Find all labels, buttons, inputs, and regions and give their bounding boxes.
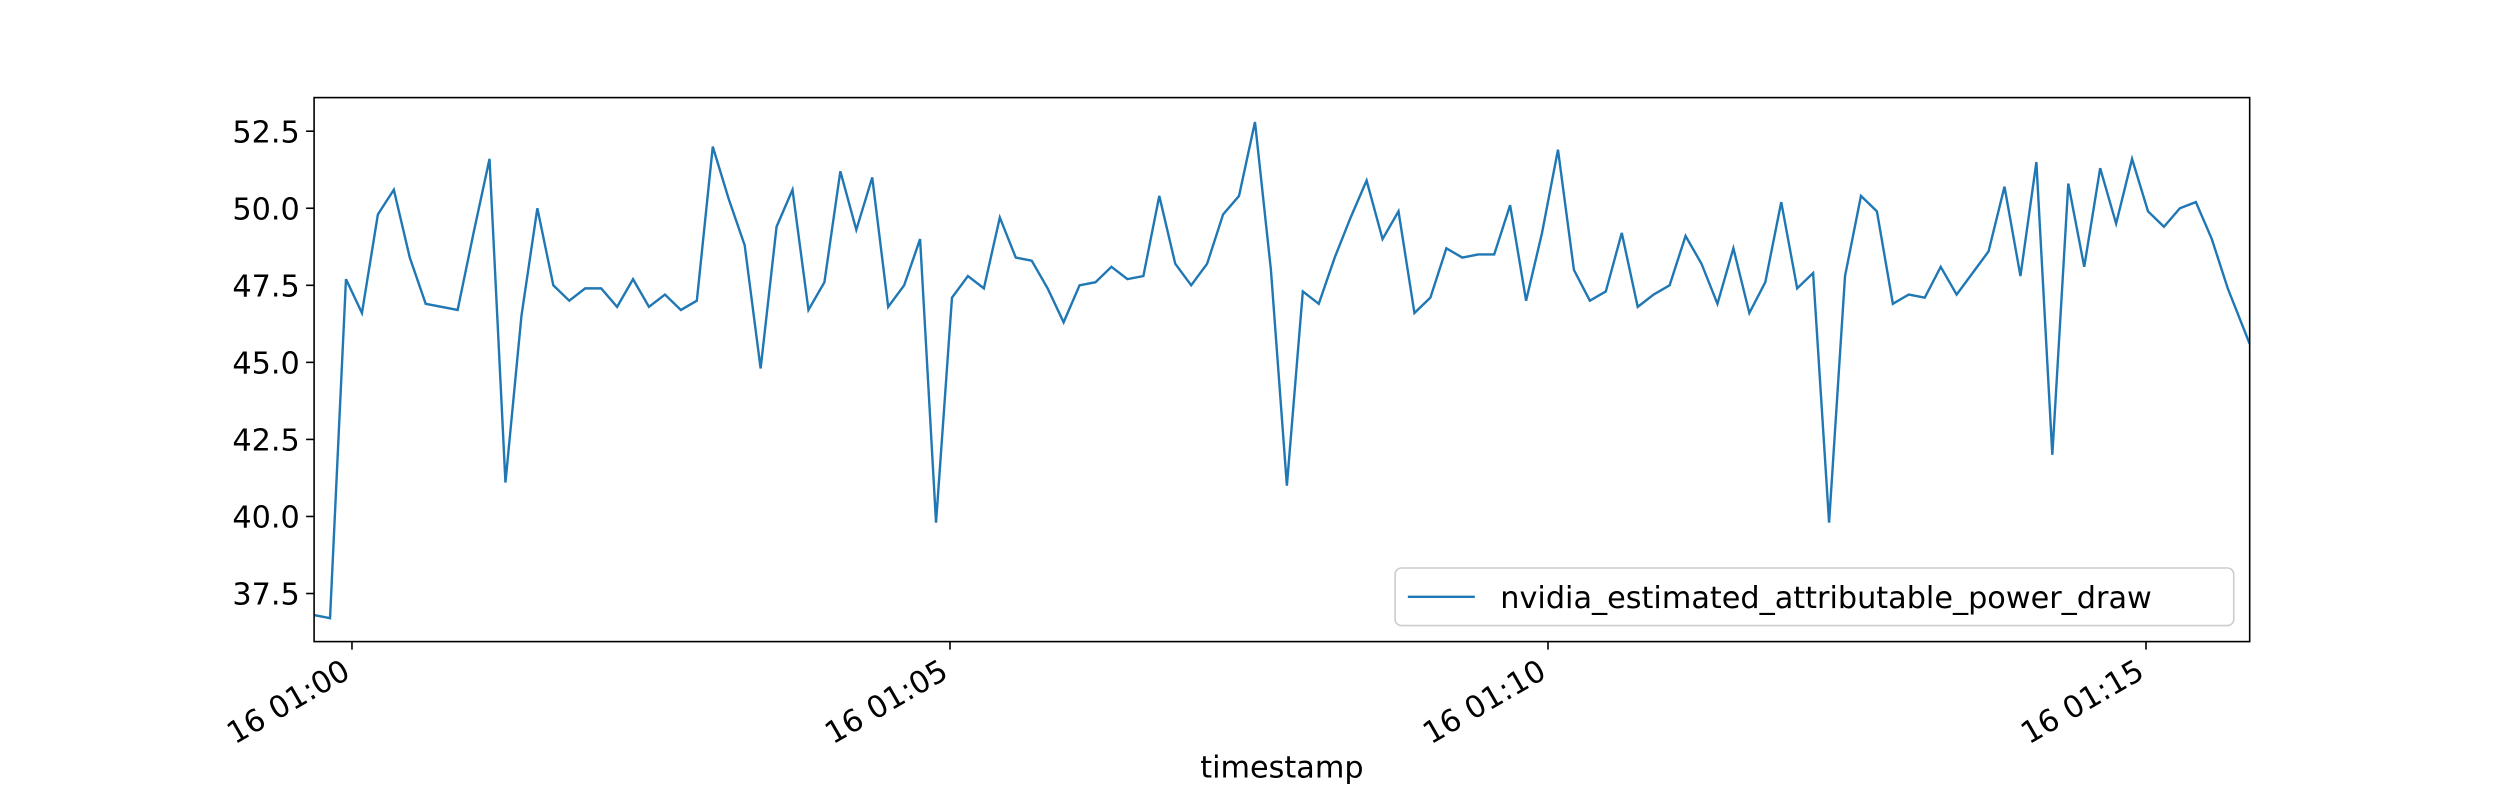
y-tick-label: 47.5 [232,269,299,304]
x-tick-label: 16 01:00 [221,653,356,751]
y-tick-label: 52.5 [232,115,299,150]
y-tick-label: 37.5 [232,578,299,613]
x-tick-label: 16 01:05 [819,653,954,751]
x-tick-label: 16 01:10 [1417,653,1552,751]
data-line [313,121,2251,620]
x-axis-label: timestamp [1200,751,1363,786]
plot-frame [313,96,2251,643]
x-tick-label: 16 01:15 [2015,653,2150,751]
legend-box [1394,567,2235,627]
y-tick-label: 40.0 [232,501,299,536]
y-tick-label: 45.0 [232,347,299,382]
legend-label: nvidia_estimated_attributable_power_draw [1500,581,2151,616]
y-tick-label: 50.0 [232,192,299,227]
y-tick-label: 42.5 [232,424,299,459]
